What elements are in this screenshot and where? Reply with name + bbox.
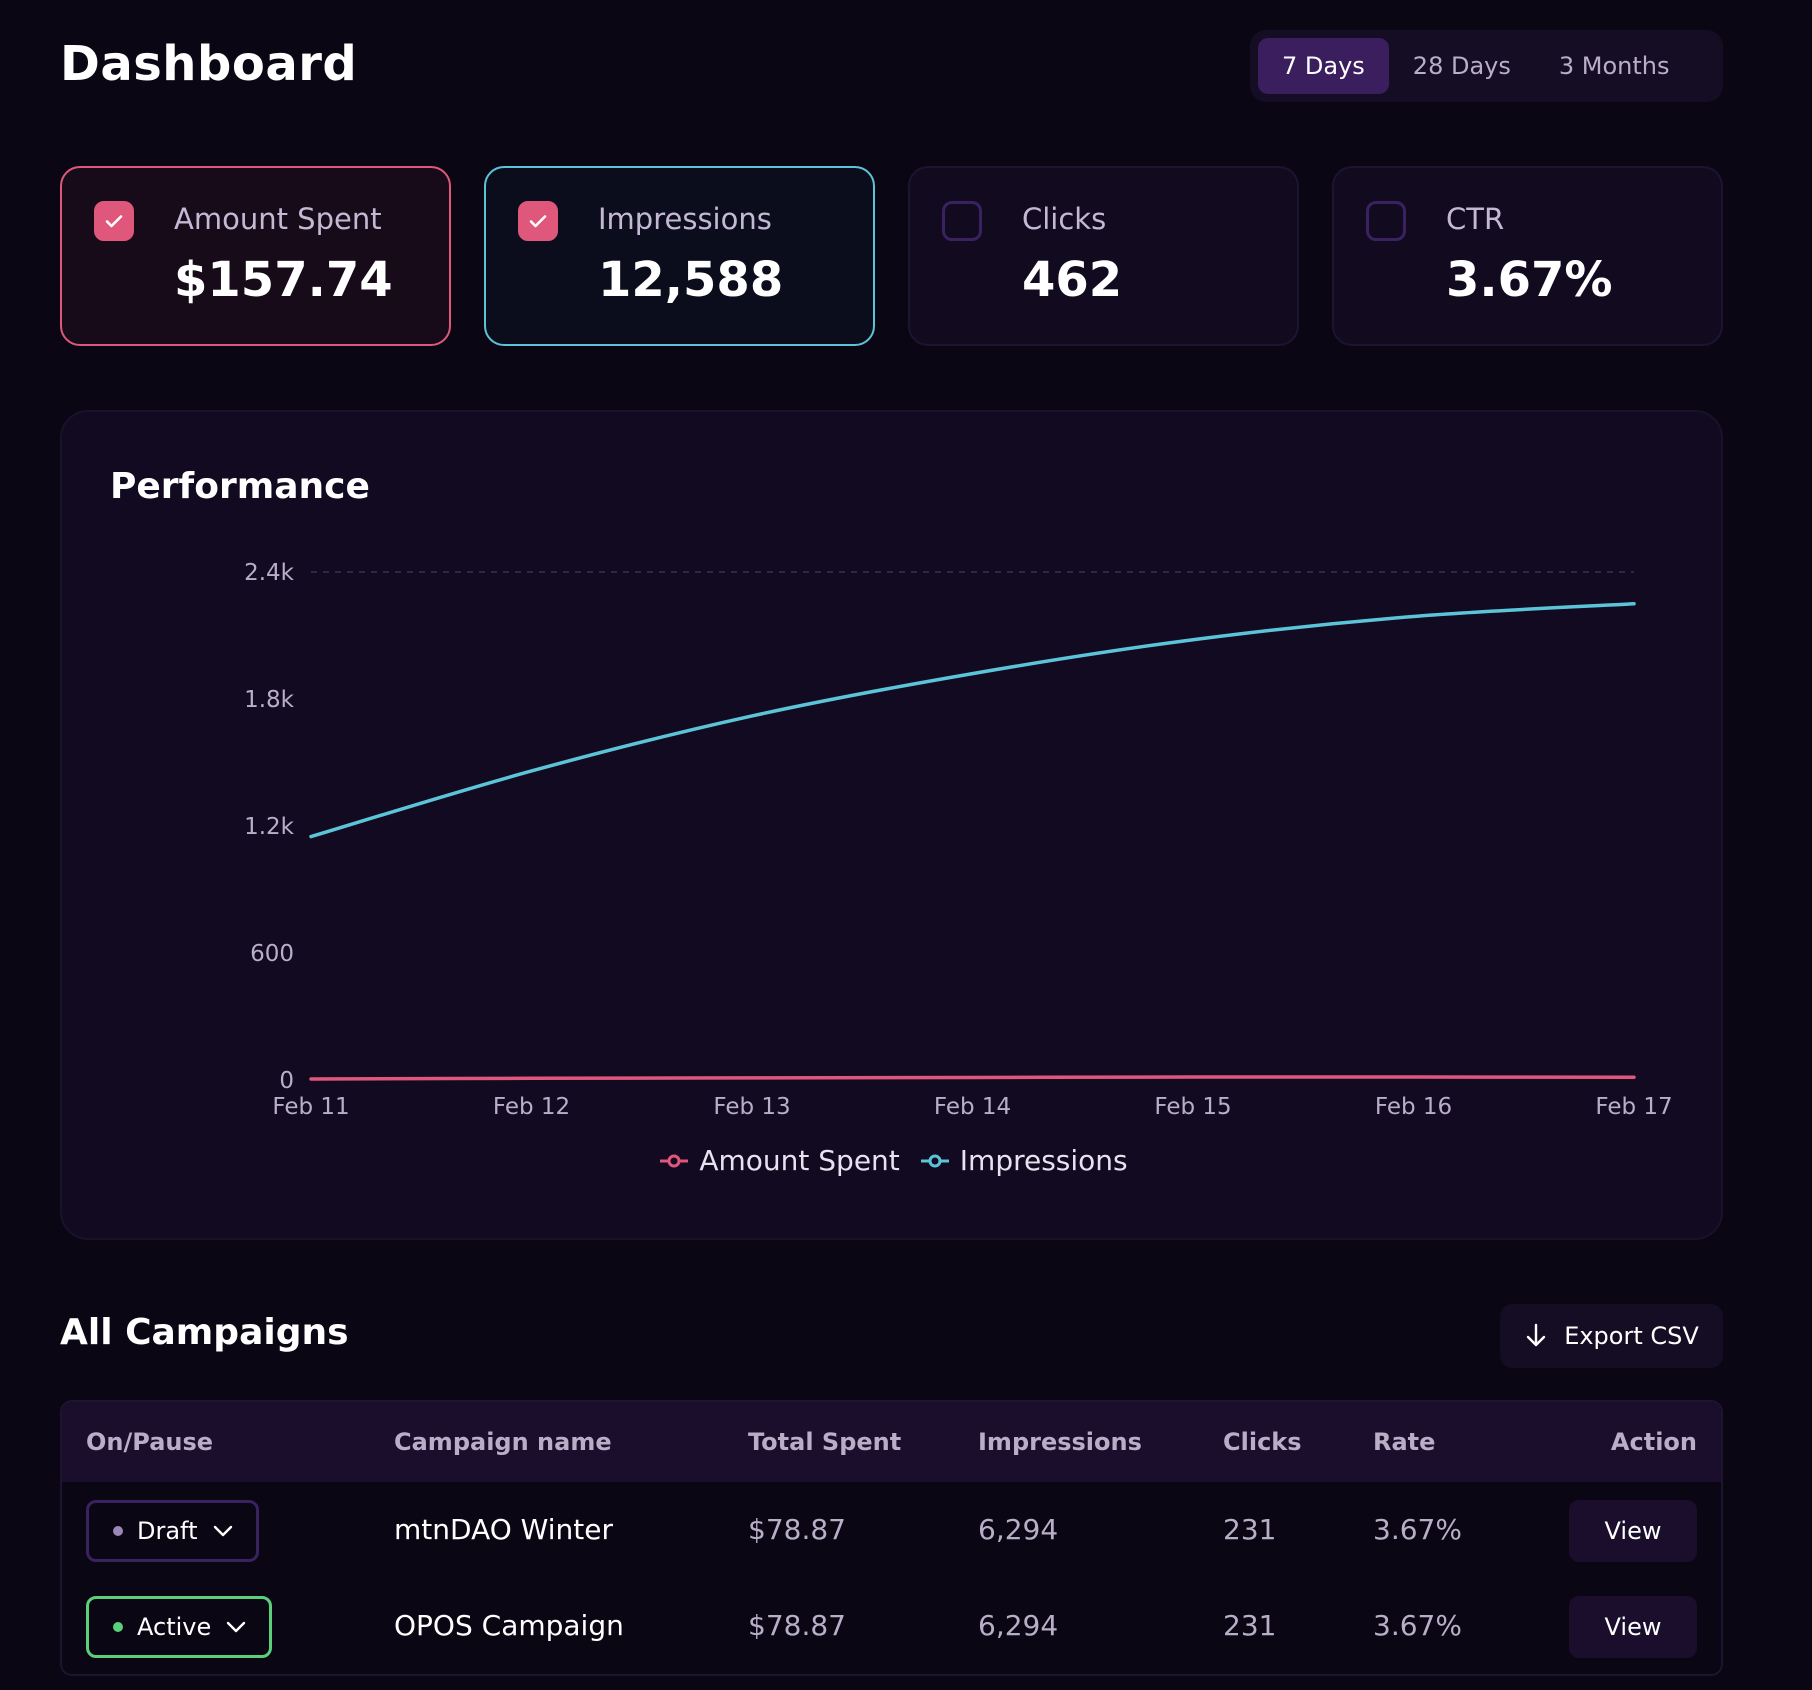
legend-item-impressions[interactable]: Impressions bbox=[920, 1144, 1128, 1177]
clicks: 231 bbox=[1223, 1513, 1277, 1546]
impressions: 6,294 bbox=[978, 1513, 1059, 1546]
total-spent: $78.87 bbox=[748, 1513, 846, 1546]
x-tick-label: Feb 17 bbox=[1595, 1094, 1672, 1120]
table-row: Draft mtnDAO Winter $78.87 6,294 231 3.6… bbox=[62, 1482, 1721, 1578]
date-range-selector: 7 Days 28 Days 3 Months bbox=[1250, 30, 1723, 102]
campaigns-table: On/Pause Campaign name Total Spent Impre… bbox=[60, 1400, 1723, 1676]
stat-card-ctr[interactable]: CTR 3.67% bbox=[1332, 166, 1723, 346]
x-tick-label: Feb 14 bbox=[934, 1094, 1011, 1120]
impressions-checkbox[interactable] bbox=[518, 201, 558, 241]
stat-card-amount-spent[interactable]: Amount Spent $157.74 bbox=[60, 166, 451, 346]
stat-value: 12,588 bbox=[598, 252, 784, 308]
export-csv-label: Export CSV bbox=[1564, 1322, 1699, 1350]
y-tick-label: 0 bbox=[279, 1068, 294, 1094]
y-tick-label: 600 bbox=[250, 941, 294, 967]
ctr-checkbox[interactable] bbox=[1366, 201, 1406, 241]
chevron-down-icon bbox=[227, 1621, 246, 1633]
stat-card-clicks[interactable]: Clicks 462 bbox=[908, 166, 1299, 346]
legend-line-icon bbox=[660, 1154, 689, 1167]
stat-label: CTR bbox=[1446, 202, 1505, 236]
x-tick-label: Feb 13 bbox=[713, 1094, 790, 1120]
x-tick-label: Feb 12 bbox=[493, 1094, 570, 1120]
campaigns-title: All Campaigns bbox=[60, 1312, 349, 1353]
stat-value: 462 bbox=[1022, 252, 1123, 308]
campaign-name: mtnDAO Winter bbox=[394, 1513, 613, 1546]
performance-card: Performance 0 600 1.2k 1.8k 2.4k Feb 11 Feb 12… bbox=[60, 410, 1723, 1240]
stat-label: Amount Spent bbox=[174, 202, 382, 236]
status-dropdown[interactable]: Active bbox=[86, 1596, 273, 1658]
status-dot-icon bbox=[113, 1526, 123, 1536]
stat-label: Clicks bbox=[1022, 202, 1107, 236]
campaign-name: OPOS Campaign bbox=[394, 1609, 624, 1642]
export-csv-button[interactable]: Export CSV bbox=[1500, 1304, 1723, 1368]
view-button[interactable]: View bbox=[1569, 1500, 1697, 1562]
page-title: Dashboard bbox=[60, 36, 358, 92]
range-3-months-button[interactable]: 3 Months bbox=[1558, 52, 1670, 80]
clicks-checkbox[interactable] bbox=[942, 201, 982, 241]
y-tick-label: 2.4k bbox=[244, 560, 295, 586]
amount-spent-checkbox[interactable] bbox=[94, 201, 134, 241]
total-spent: $78.87 bbox=[748, 1609, 846, 1642]
stat-value: 3.67% bbox=[1446, 252, 1613, 308]
legend-line-icon bbox=[920, 1154, 949, 1167]
chart-legend: Amount Spent Impressions bbox=[62, 1144, 1725, 1177]
view-button[interactable]: View bbox=[1569, 1596, 1697, 1658]
range-7-days-button[interactable]: 7 Days bbox=[1258, 38, 1389, 94]
column-header-action: Action bbox=[1610, 1428, 1697, 1456]
legend-label: Impressions bbox=[959, 1144, 1128, 1177]
rate: 3.67% bbox=[1373, 1609, 1462, 1642]
performance-chart: 0 600 1.2k 1.8k 2.4k Feb 11 Feb 12 Feb 13 Feb 14… bbox=[244, 560, 1673, 1120]
y-tick-label: 1.2k bbox=[244, 814, 295, 840]
table-row: Active OPOS Campaign $78.87 6,294 231 3.… bbox=[62, 1578, 1721, 1674]
column-header-total-spent: Total Spent bbox=[748, 1428, 902, 1456]
rate: 3.67% bbox=[1373, 1513, 1462, 1546]
chevron-down-icon bbox=[213, 1525, 232, 1537]
clicks: 231 bbox=[1223, 1609, 1277, 1642]
range-28-days-button[interactable]: 28 Days bbox=[1412, 52, 1511, 80]
stat-card-impressions[interactable]: Impressions 12,588 bbox=[484, 166, 875, 346]
y-tick-label: 1.8k bbox=[244, 687, 295, 713]
impressions: 6,294 bbox=[978, 1609, 1059, 1642]
legend-label: Amount Spent bbox=[699, 1144, 900, 1177]
series-line-amount-spent[interactable] bbox=[309, 1075, 1636, 1081]
stat-value: $157.74 bbox=[174, 252, 393, 308]
x-tick-label: Feb 11 bbox=[272, 1094, 349, 1120]
column-header-impressions: Impressions bbox=[978, 1428, 1142, 1456]
series-line-impressions[interactable] bbox=[309, 602, 1636, 839]
x-tick-label: Feb 16 bbox=[1375, 1094, 1452, 1120]
column-header-campaign-name: Campaign name bbox=[394, 1428, 612, 1456]
performance-title: Performance bbox=[110, 466, 370, 507]
status-dot-icon bbox=[113, 1622, 123, 1632]
x-tick-label: Feb 15 bbox=[1154, 1094, 1231, 1120]
status-dropdown[interactable]: Draft bbox=[86, 1500, 259, 1562]
column-header-on-pause: On/Pause bbox=[86, 1428, 214, 1456]
legend-item-amount-spent[interactable]: Amount Spent bbox=[659, 1144, 900, 1177]
check-icon bbox=[529, 215, 547, 228]
column-header-rate: Rate bbox=[1373, 1428, 1436, 1456]
table-header: On/Pause Campaign name Total Spent Impre… bbox=[62, 1402, 1721, 1482]
status-label: Active bbox=[137, 1613, 212, 1641]
column-header-clicks: Clicks bbox=[1223, 1428, 1302, 1456]
status-label: Draft bbox=[137, 1517, 198, 1545]
download-arrow-icon bbox=[1526, 1323, 1546, 1347]
check-icon bbox=[105, 215, 123, 228]
stat-label: Impressions bbox=[598, 202, 772, 236]
